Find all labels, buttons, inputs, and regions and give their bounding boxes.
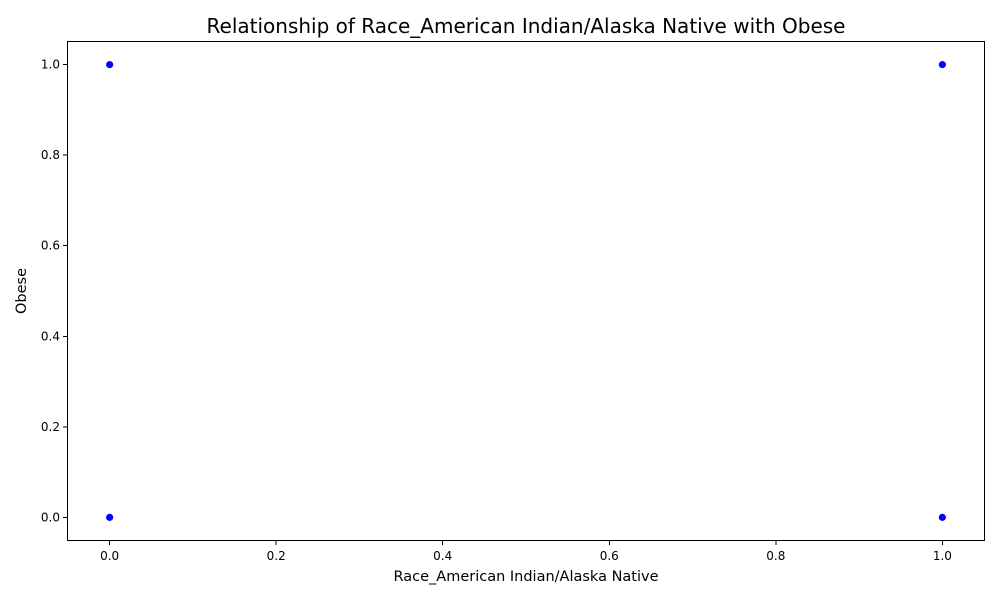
plot-frame — [67, 41, 985, 541]
data-point — [105, 60, 115, 70]
x-tick-label: 0.6 — [600, 549, 619, 563]
data-point — [937, 60, 947, 70]
y-tick-label: 0.6 — [41, 239, 60, 253]
plot-area — [67, 41, 985, 541]
x-tick-label: 0.8 — [766, 549, 785, 563]
x-axis: 0.0 0.2 0.4 0.6 0.8 1.0 — [100, 540, 952, 563]
y-tick-label: 0.8 — [41, 148, 60, 162]
y-tick-label: 0.4 — [41, 329, 60, 343]
x-tick-label: 0.4 — [433, 549, 452, 563]
chart-title: Relationship of Race_American Indian/Ala… — [207, 14, 846, 38]
data-point — [937, 512, 947, 522]
y-tick-label: 0.2 — [41, 420, 60, 434]
y-tick-label: 1.0 — [41, 58, 60, 72]
data-points — [105, 60, 947, 522]
x-tick-label: 0.0 — [100, 549, 119, 563]
x-tick-label: 0.2 — [267, 549, 286, 563]
y-tick-label: 0.0 — [41, 510, 60, 524]
x-tick-label: 1.0 — [933, 549, 952, 563]
data-point — [105, 512, 115, 522]
x-axis-label: Race_American Indian/Alaska Native — [393, 569, 658, 585]
y-axis-label: Obese — [14, 268, 30, 314]
y-axis: 0.0 0.2 0.4 0.6 0.8 1.0 — [41, 58, 68, 524]
